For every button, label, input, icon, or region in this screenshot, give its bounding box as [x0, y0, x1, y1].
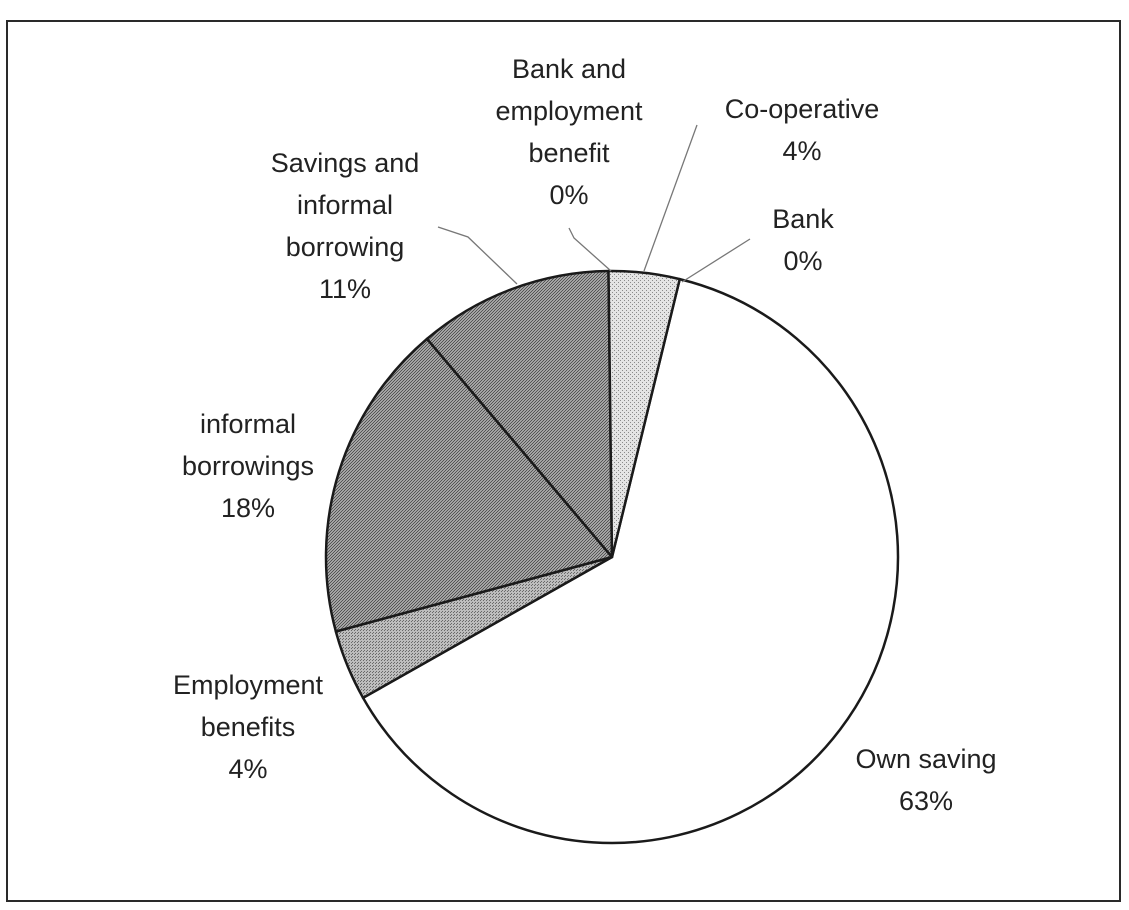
slice-label: Own saving 63%: [855, 744, 996, 816]
slice-label: Employment benefits 4%: [173, 670, 324, 784]
slice-name-label: borrowings: [182, 451, 314, 481]
leader-line: [681, 238, 751, 283]
slice-name-label: Employment: [173, 670, 324, 700]
leader-line: [437, 226, 518, 285]
pie-slice-savings-and-informal-borrowing: [425, 269, 614, 559]
slice-label: Bank 0%: [772, 204, 834, 276]
leader-line: [643, 124, 698, 272]
slice-value-label: 4%: [782, 136, 821, 166]
leader-line: [568, 227, 612, 272]
data-labels: Bank 0% Own saving 63% Employment benefits 4% i…: [173, 54, 997, 816]
slice-label: informal borrowings 18%: [182, 409, 314, 523]
slice-value-label: 11%: [319, 274, 371, 304]
slice-name-label: Bank: [772, 204, 834, 234]
pie-slice-informal-borrowings: [324, 337, 614, 633]
pie-slice-co-operative: [607, 269, 681, 559]
slice-name-label: Bank and: [512, 54, 626, 84]
slice-label: Savings and informal borrowing 11%: [271, 148, 420, 304]
slice-name-label: benefits: [201, 712, 296, 742]
slice-name-label: informal: [200, 409, 296, 439]
slice-value-label: 18%: [221, 493, 275, 523]
slice-label: Bank and employment benefit 0%: [495, 54, 643, 210]
leader-lines: [437, 124, 751, 285]
slice-value-label: 0%: [549, 180, 588, 210]
slice-name-label: Savings and: [271, 148, 420, 178]
slice-name-label: borrowing: [286, 232, 405, 262]
slice-value-label: 0%: [783, 246, 822, 276]
slice-value-label: 63%: [899, 786, 953, 816]
slice-name-label: informal: [297, 190, 393, 220]
slice-value-label: 4%: [228, 754, 267, 784]
slice-label: Co-operative 4%: [725, 94, 880, 166]
slice-name-label: Own saving: [855, 744, 996, 774]
slice-name-label: employment: [495, 96, 643, 126]
pie-slices: [324, 269, 900, 845]
pie-slice-own-saving: [361, 277, 900, 845]
slice-name-label: benefit: [528, 138, 610, 168]
slice-name-label: Co-operative: [725, 94, 880, 124]
